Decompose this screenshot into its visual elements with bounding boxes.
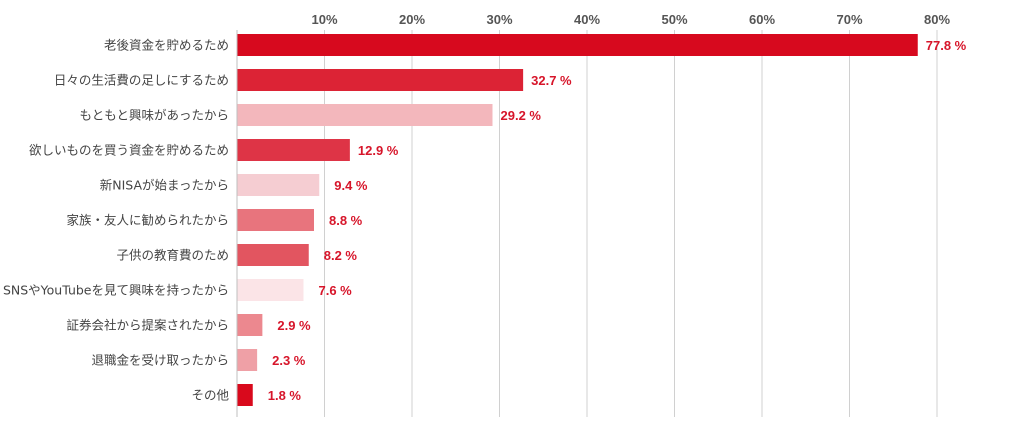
value-labels: 77.8 % 32.7 % 29.2 % 12.9 % 9.4 % 8.8 % 8.2 % 7…	[268, 38, 967, 403]
bar	[237, 104, 493, 126]
value-label: 12.9 %	[358, 143, 399, 158]
bar	[237, 209, 314, 231]
value-label: 8.8 %	[329, 213, 363, 228]
value-label: 29.2 %	[501, 108, 542, 123]
x-tick-label: 30%	[486, 12, 512, 27]
bar	[237, 174, 320, 196]
x-tick-label: 60%	[749, 12, 775, 27]
x-tick-label: 50%	[661, 12, 687, 27]
x-tick-label: 10%	[311, 12, 337, 27]
category-label: 証券会社から提案されたから	[66, 318, 229, 333]
category-label: 新NISAが始まったから	[100, 178, 229, 193]
category-labels: 老後資金を貯めるため日々の生活費の足しにするためもともと興味があったから欲しいも…	[3, 38, 230, 403]
bar	[237, 314, 263, 336]
value-label: 8.2 %	[324, 248, 358, 263]
x-tick-label: 40%	[574, 12, 600, 27]
category-label: もともと興味があったから	[79, 108, 229, 123]
bar	[237, 244, 309, 266]
category-label: 子供の教育費のため	[116, 248, 229, 263]
grid-layer	[324, 30, 938, 417]
category-label: 日々の生活費の足しにするため	[54, 73, 229, 88]
bar	[237, 349, 258, 371]
value-label: 2.3 %	[272, 353, 306, 368]
category-label: SNSやYouTubeを見て興味を持ったから	[3, 283, 229, 298]
value-label: 77.8 %	[926, 38, 967, 53]
x-tick-label: 80%	[924, 12, 950, 27]
category-label: 老後資金を貯めるため	[104, 38, 229, 53]
category-label: 欲しいものを買う資金を貯めるため	[29, 143, 229, 158]
bars	[237, 34, 918, 406]
bar	[237, 384, 253, 406]
bar	[237, 279, 304, 301]
value-label: 1.8 %	[268, 388, 302, 403]
value-label: 7.6 %	[319, 283, 353, 298]
x-axis-ticks: 10% 20% 30% 40% 50% 60% 70% 80%	[311, 12, 950, 27]
value-label: 9.4 %	[334, 178, 368, 193]
category-label: 家族・友人に勧められたから	[66, 213, 229, 228]
bar	[237, 34, 918, 56]
x-tick-label: 20%	[399, 12, 425, 27]
category-label: 退職金を受け取ったから	[91, 353, 229, 368]
value-label: 32.7 %	[531, 73, 572, 88]
x-tick-label: 70%	[836, 12, 862, 27]
value-label: 2.9 %	[277, 318, 311, 333]
bar	[237, 69, 524, 91]
bar	[237, 139, 350, 161]
category-label: その他	[191, 388, 229, 403]
